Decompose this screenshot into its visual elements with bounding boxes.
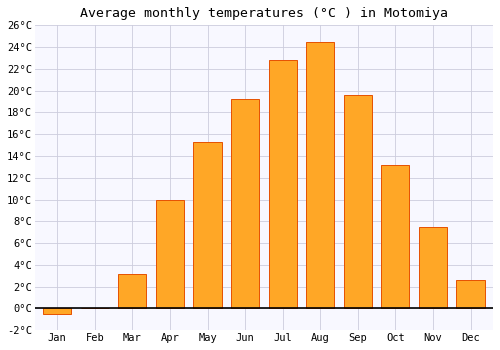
Bar [231, 99, 259, 308]
Bar [43, 308, 72, 314]
Bar [382, 165, 409, 308]
Bar [306, 42, 334, 308]
Bar [156, 199, 184, 308]
Bar [456, 280, 484, 308]
Bar [344, 95, 372, 308]
Bar [419, 227, 447, 308]
Title: Average monthly temperatures (°C ) in Motomiya: Average monthly temperatures (°C ) in Mo… [80, 7, 448, 20]
Bar [118, 274, 146, 308]
Bar [194, 142, 222, 308]
Bar [268, 60, 297, 308]
